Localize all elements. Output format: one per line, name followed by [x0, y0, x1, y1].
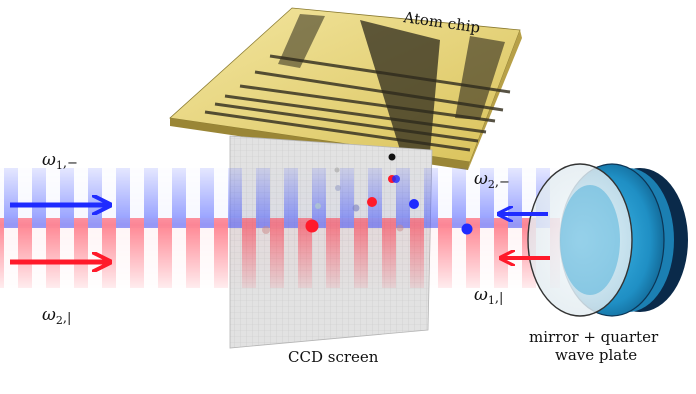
atom-dot: [461, 223, 473, 235]
ccd-screen-label: CCD screen: [288, 348, 379, 366]
atom-dot: [305, 219, 319, 233]
atom-dot: [388, 153, 396, 161]
atom-dot: [367, 197, 377, 207]
atom-dot: [262, 226, 270, 234]
atom-dot: [334, 167, 340, 173]
mirror-wave-plate: [527, 163, 688, 317]
standing-wave-beams: [0, 168, 560, 288]
atom-dot: [396, 224, 404, 232]
mirror-label-line2: wave plate: [555, 346, 637, 364]
atom-dot: [352, 204, 360, 212]
mirror-glass: [527, 163, 633, 317]
label-omega2-vertical: ω2,|: [42, 305, 71, 327]
atom-dot: [335, 185, 341, 191]
label-omega2-minus: ω2,−: [474, 169, 510, 191]
atom-dot: [392, 175, 400, 183]
atom-dot: [409, 199, 419, 209]
red-beam: [0, 218, 560, 288]
atom-chip: [169, 7, 522, 170]
atom-dot: [315, 203, 321, 209]
label-omega1-vertical: ω1,|: [474, 285, 503, 307]
atom-dots: [262, 153, 473, 235]
label-omega1-minus: ω1,−: [42, 150, 78, 172]
mirror-label-line1: mirror + quarter: [529, 328, 659, 346]
